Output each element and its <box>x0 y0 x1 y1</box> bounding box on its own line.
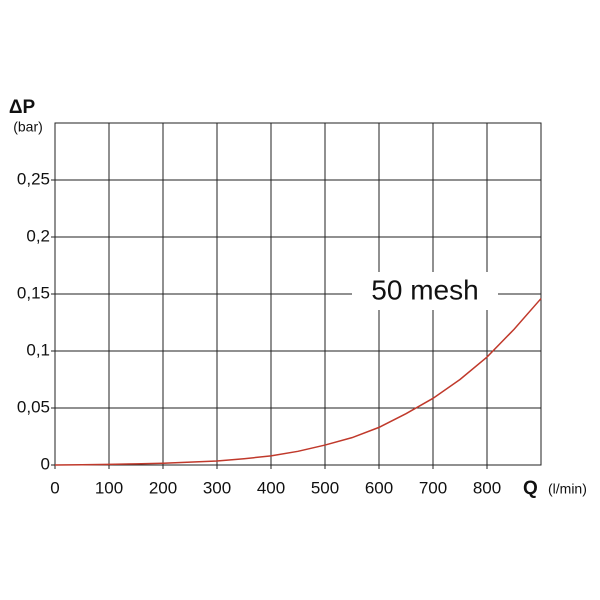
x-tick-label: 100 <box>95 478 123 497</box>
y-axis-unit: (bar) <box>13 119 43 135</box>
y-tick-label: 0,05 <box>17 397 50 416</box>
y-axis-label: ΔP <box>9 97 36 118</box>
data-line <box>54 298 542 466</box>
y-tick-label: 0 <box>41 454 50 473</box>
series-label-bg <box>352 272 498 310</box>
x-tick-label: 0 <box>50 478 59 497</box>
x-tick-label: 300 <box>203 478 231 497</box>
x-tick-label: 400 <box>257 478 285 497</box>
y-tick-label: 0,25 <box>17 169 50 188</box>
x-axis-label: Q <box>523 478 538 499</box>
y-tick-label: 0,15 <box>17 283 50 302</box>
y-tick-label: 0,1 <box>26 340 50 359</box>
x-tick-label: 800 <box>473 478 501 497</box>
x-tick-label: 600 <box>365 478 393 497</box>
x-tick-label: 700 <box>419 478 447 497</box>
x-tick-label: 200 <box>149 478 177 497</box>
x-axis-unit: (l/min) <box>548 481 587 497</box>
series-label: 50 mesh <box>371 274 478 305</box>
y-tick-label: 0,2 <box>26 226 50 245</box>
x-tick-label: 500 <box>311 478 339 497</box>
